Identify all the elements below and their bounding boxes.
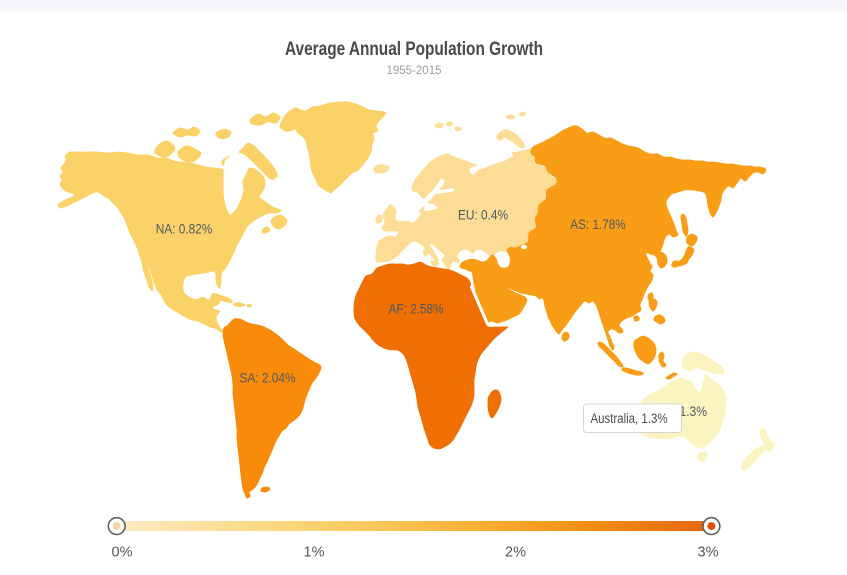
svg-text:NA: 0.82%: NA: 0.82% bbox=[156, 221, 213, 237]
svg-text:AF: 2.58%: AF: 2.58% bbox=[389, 301, 444, 317]
svg-text:2%: 2% bbox=[505, 544, 526, 560]
svg-text:AS: 1.78%: AS: 1.78% bbox=[570, 216, 626, 232]
svg-text:1955-2015: 1955-2015 bbox=[387, 65, 442, 77]
svg-text:3%: 3% bbox=[698, 544, 719, 560]
svg-text:Average Annual Population Grow: Average Annual Population Growth bbox=[285, 39, 543, 60]
svg-text:0%: 0% bbox=[112, 544, 133, 560]
svg-text:Australia, 1.3%: Australia, 1.3% bbox=[591, 411, 668, 426]
svg-text:EU: 0.4%: EU: 0.4% bbox=[458, 207, 508, 223]
svg-text:SA: 2.04%: SA: 2.04% bbox=[240, 370, 296, 386]
svg-text:1%: 1% bbox=[304, 544, 325, 560]
